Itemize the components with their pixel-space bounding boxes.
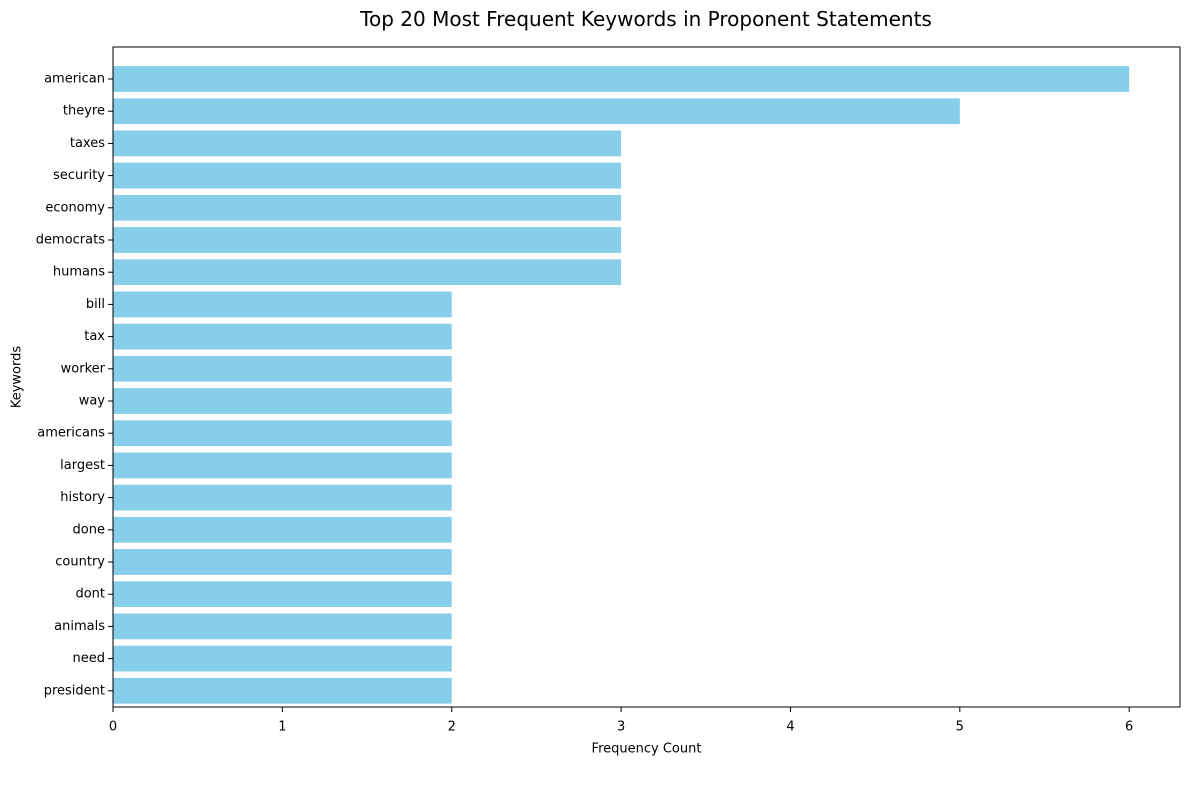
- y-tick-label: theyre: [63, 104, 105, 119]
- x-tick-label: 1: [278, 720, 286, 735]
- bar-economy: [113, 194, 622, 221]
- bar-largest: [113, 452, 452, 479]
- y-tick-label: dont: [75, 587, 105, 602]
- x-tick-label: 0: [109, 720, 117, 735]
- y-tick-label: done: [73, 522, 105, 537]
- y-ticks-group: american theyre taxes security economy democr…: [36, 72, 113, 698]
- y-tick-label: president: [44, 683, 105, 698]
- bar-president: [113, 677, 452, 704]
- y-tick-label: bill: [86, 297, 105, 312]
- bar-done: [113, 516, 452, 543]
- y-tick-label: country: [55, 555, 105, 570]
- y-tick-label: largest: [60, 458, 105, 473]
- y-tick-label: american: [44, 72, 105, 87]
- bar-need: [113, 645, 452, 672]
- chart-title: Top 20 Most Frequent Keywords in Propone…: [359, 7, 932, 31]
- bar-country: [113, 549, 452, 575]
- y-tick-label: tax: [84, 329, 105, 344]
- plot-frame: [112, 46, 1181, 708]
- bar-democrats: [113, 227, 622, 253]
- bar-security: [113, 162, 622, 189]
- x-tick-label: 2: [448, 720, 456, 735]
- y-tick-label: worker: [61, 361, 106, 376]
- bars-group: [113, 66, 1130, 704]
- x-tick-label: 5: [956, 720, 964, 735]
- y-axis-label: Keywords: [10, 346, 25, 409]
- x-tick-label: 6: [1125, 720, 1133, 735]
- bar-taxes: [113, 130, 622, 157]
- y-tick-label: history: [60, 490, 105, 505]
- y-tick-label: way: [79, 394, 106, 409]
- bar-history: [113, 484, 452, 511]
- bar-american: [113, 66, 1130, 92]
- bar-humans: [113, 259, 622, 286]
- y-tick-label: democrats: [36, 233, 105, 248]
- x-axis-label: Frequency Count: [592, 742, 702, 757]
- y-tick-label: need: [73, 651, 106, 666]
- y-tick-label: economy: [45, 200, 105, 215]
- x-ticks-group: 0 1 2 3 4 5 6: [109, 707, 1133, 735]
- y-tick-label: taxes: [70, 136, 105, 151]
- y-tick-label: security: [53, 168, 105, 183]
- x-tick-label: 4: [786, 720, 794, 735]
- x-tick-label: 3: [617, 720, 625, 735]
- bar-theyre: [113, 98, 960, 125]
- y-tick-label: animals: [54, 619, 105, 634]
- bar-tax: [113, 323, 452, 350]
- bar-way: [113, 388, 452, 414]
- y-tick-label: americans: [37, 426, 105, 441]
- bar-dont: [113, 581, 452, 608]
- bar-bill: [113, 291, 452, 318]
- y-tick-label: humans: [53, 265, 105, 280]
- bar-worker: [113, 355, 452, 382]
- bar-animals: [113, 613, 452, 640]
- bar-americans: [113, 420, 452, 447]
